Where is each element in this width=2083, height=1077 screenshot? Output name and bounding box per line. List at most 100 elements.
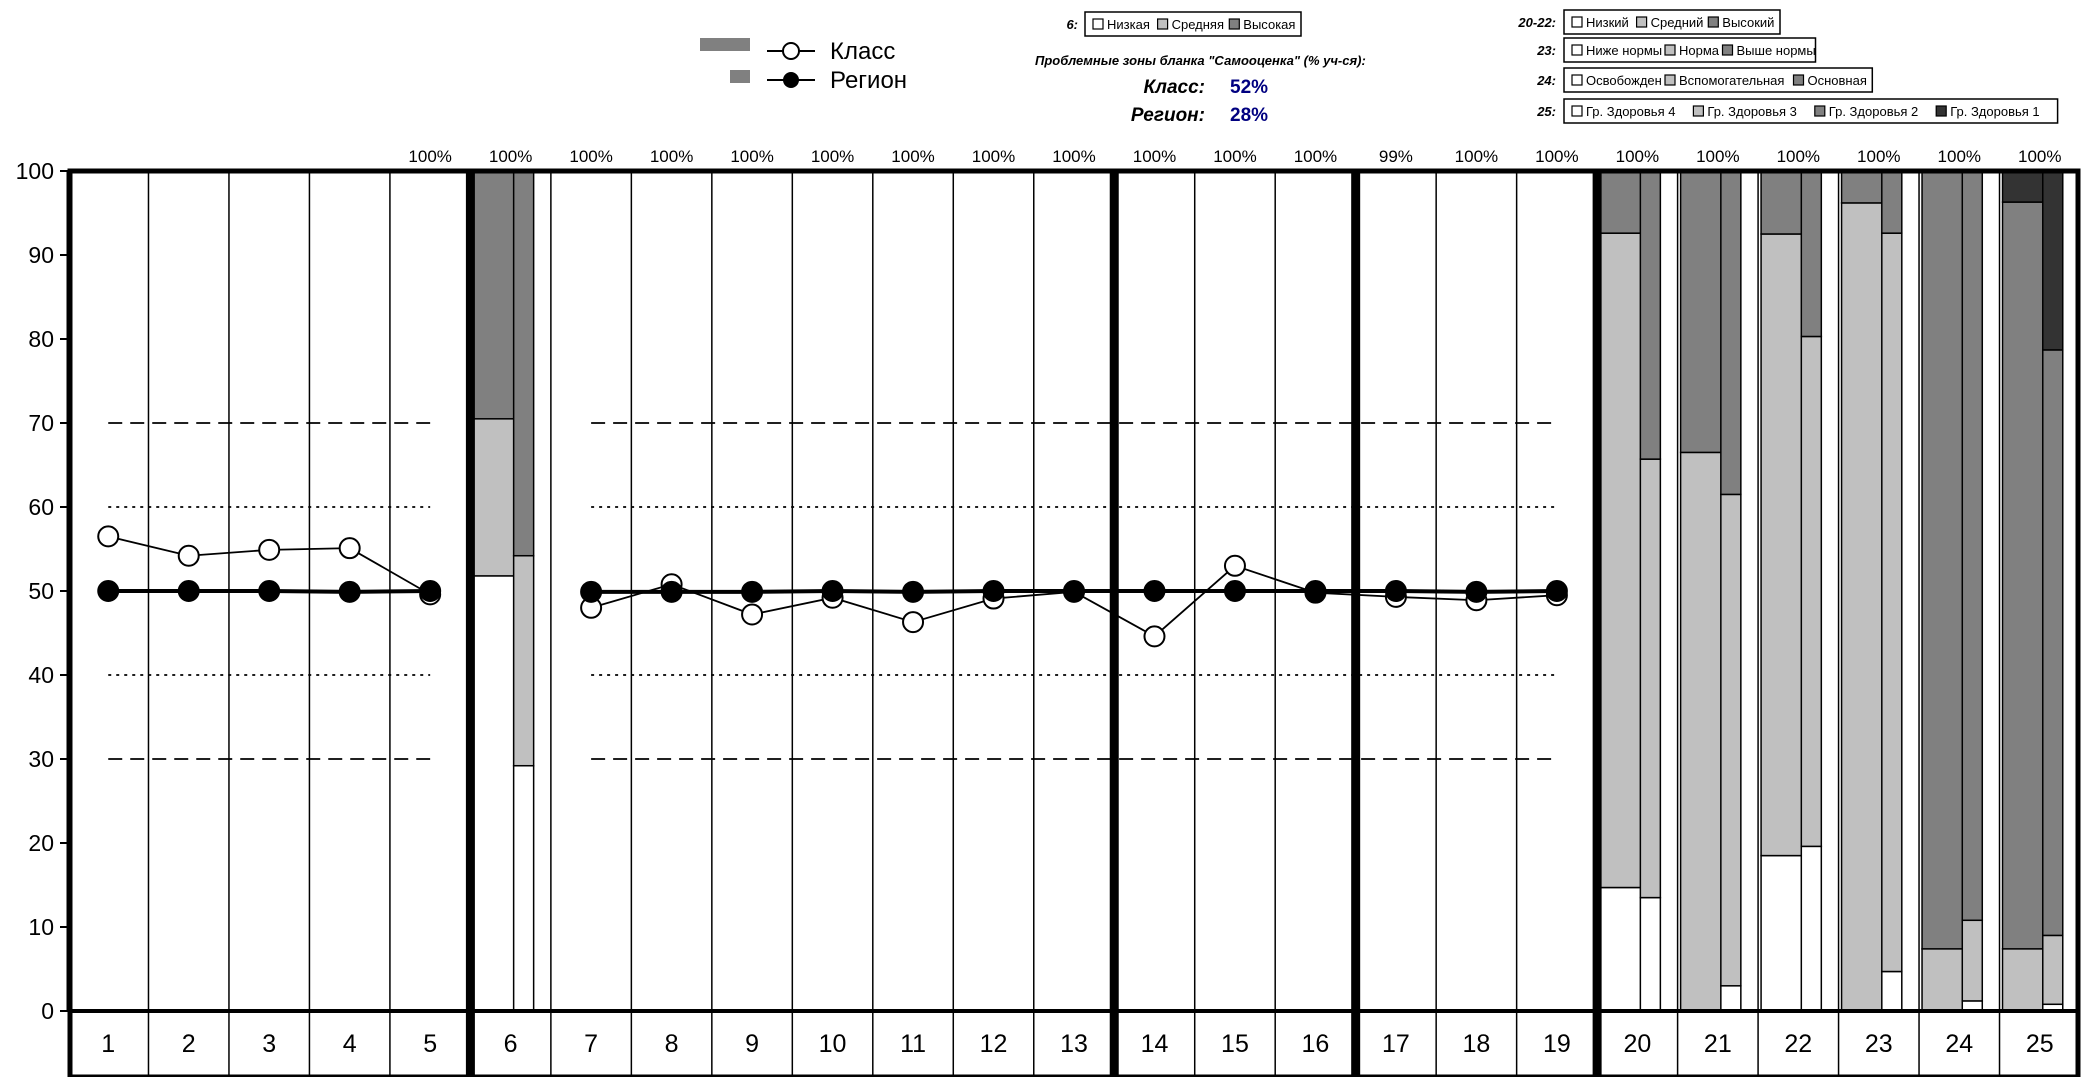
group-frames [66,168,2081,1077]
legend-item-label: Выше нормы [1737,43,1816,58]
bar-segment-22-region-1 [1800,335,1823,848]
region-marker [741,580,764,603]
legend-key: 20-22: [1517,15,1556,30]
class-marker [97,525,120,548]
y-tick-label: 100 [16,158,54,184]
legend-swatch [1814,105,1826,117]
legend-swatch [1792,74,1805,86]
legend-swatch [1571,44,1583,56]
bar-segment-22-class-1 [1760,233,1806,857]
bar-segment-20-class-0 [1599,886,1645,1012]
class-marker [1223,554,1246,577]
class-marker [1143,625,1166,648]
info-title: Проблемные зоны бланка "Самооценка" (% у… [1035,53,1366,68]
bar-segment-25-region-2 [2042,349,2064,937]
top-percent-label: 100% [730,147,773,166]
bar-segment-25-class-1 [2001,948,2048,1012]
legend-item-label: Средняя [1172,17,1224,32]
region-marker [177,580,200,602]
bar-segment-20-region-1 [1639,458,1662,899]
legend-item-label: Высокая [1243,17,1295,32]
info-block: Проблемные зоны бланка "Самооценка" (% у… [1035,53,1366,126]
legend-item-label: Средний [1651,15,1704,30]
legend-swatch [1635,16,1648,28]
legend-20-22: 20-22: Низкий Средний Высокий [1517,9,1781,35]
legend-swatch [1571,105,1583,117]
bar-segment-20-class-1 [1599,232,1645,889]
x-tick-label: 4 [343,1030,357,1058]
y-tick-label: 40 [28,662,54,688]
x-tick-label: 17 [1382,1030,1410,1058]
top-percent-labels: 100% 100% 100% 100% 100% 100% 100% 100% 100% 100%… [408,147,2061,166]
bar-segment-6-region-2 [512,170,535,557]
legend-swatch [1156,18,1169,30]
bar-segment-25-class-3 [2001,170,2048,203]
x-tick-label: 5 [423,1030,437,1058]
y-tick-label: 60 [28,494,54,520]
bar-segment-21-region-0 [1720,985,1742,1012]
region-marker [821,580,844,602]
series-legend: Класс Регион [700,38,907,94]
x-tick-label: 3 [262,1030,276,1058]
legend-swatch [1092,18,1104,30]
class-marker [258,538,281,561]
legend-25: 25: Гр. Здоровья 4 Гр. Здоровья 3 Гр. Здоро… [1536,98,2059,124]
group-frame [1596,168,2081,1077]
x-tick-label: 23 [1865,1030,1893,1058]
reference-lines [108,422,1557,760]
x-tick-label: 18 [1462,1030,1490,1058]
legend-swatch [1935,105,1947,117]
x-tick-label: 15 [1221,1030,1249,1058]
legend-item-label: Гр. Здоровья 1 [1950,104,2039,119]
top-percent-label: 100% [408,147,451,166]
legend-swatch [1228,18,1240,30]
x-tick-label: 24 [1945,1030,1973,1058]
legend-swatch [1571,16,1583,28]
top-percent-label: 100% [891,147,934,166]
series-lines [97,525,1568,648]
region-marker [660,580,683,603]
region-marker [1304,580,1327,602]
bar-segment-20-region-2 [1639,170,1662,460]
category-legends: 6: Низкая Средняя Высокая 20-22: Низкий Средни… [1066,9,2059,124]
legend-key: 6: [1066,17,1078,32]
legend-region-marker [783,72,799,88]
top-percent-label: 100% [1857,147,1900,166]
x-tick-label: 7 [584,1030,598,1058]
legend-item-label: Освобожден [1586,73,1662,88]
top-percent-label: 100% [1938,147,1981,166]
bar-segment-6-region-0 [512,764,535,1012]
bar-segment-6-class-1 [472,418,519,577]
region-marker [338,580,361,603]
bar-segment-23-region-0 [1881,970,1903,1012]
legend-box [1563,9,1781,35]
bar-segment-24-region-2 [1961,170,1984,922]
top-percent-label: 100% [1213,147,1256,166]
top-percent-label: 99% [1379,147,1413,166]
region-marker [982,580,1005,602]
legend-box [1563,37,1817,63]
top-percent-label: 100% [1294,147,1337,166]
region-marker [1465,580,1488,603]
info-region-label: Регион: [1131,105,1205,126]
bar-segment-22-class-2 [1760,170,1806,235]
class-marker [177,544,200,567]
x-tick-label: 22 [1784,1030,1812,1058]
x-axis: 1 2 3 4 5 6 7 8 9 10 11 12 13 14 15 16 17 18 19 20 21 22 23 24 2… [101,1030,2053,1058]
bar-segment-6-region-1 [512,554,535,767]
bar-segment-22-class-0 [1760,854,1806,1012]
x-tick-label: 12 [980,1030,1008,1058]
bar-segment-24-region-1 [1961,919,1984,1002]
bar-segment-22-region-2 [1800,170,1823,338]
x-tick-label: 6 [504,1030,518,1058]
bar-segment-25-region-1 [2042,934,2064,1006]
region-marker [902,580,925,603]
group-frame [1113,168,1357,1077]
group-frame [1355,168,1598,1077]
class-marker [741,603,764,626]
y-tick-label: 70 [28,410,54,436]
legend-swatch [1721,44,1734,56]
top-percent-label: 100% [1777,147,1820,166]
legend-item-label: Низкий [1586,15,1629,30]
